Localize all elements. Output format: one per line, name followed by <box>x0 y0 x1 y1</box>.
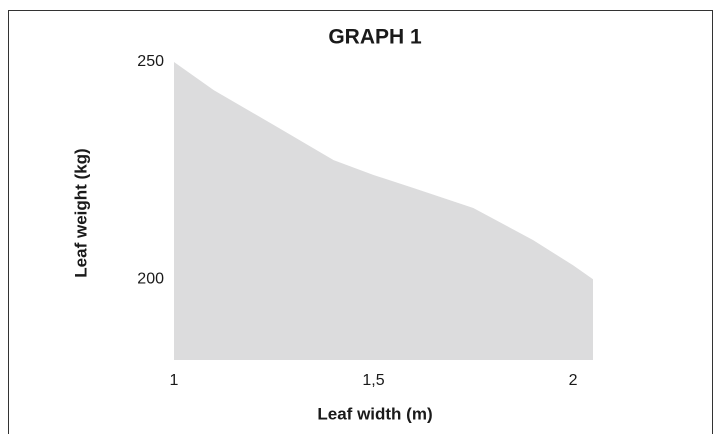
area <box>174 62 593 360</box>
frame <box>8 10 713 434</box>
x-tick-label: 1 <box>170 372 179 389</box>
x-tick-label: 2 <box>569 372 578 389</box>
chart-title: GRAPH 1 <box>328 26 422 49</box>
y-tick-label: 200 <box>137 270 164 287</box>
x-tick-label: 1,5 <box>362 372 384 389</box>
y-tick-label: 250 <box>137 53 164 70</box>
y-axis-label: Leaf weight (kg) <box>71 148 90 277</box>
x-axis-label: Leaf width (m) <box>317 404 432 423</box>
